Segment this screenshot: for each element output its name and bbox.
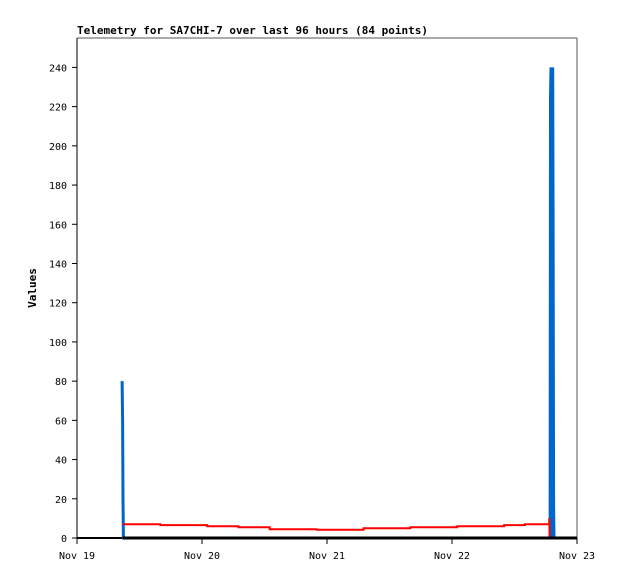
y-axis: 0 20 40 60 80 100 120 140 160 180 200 220 240 [49,63,77,545]
series-line-0 [120,67,556,540]
y-tick-label: 0 [61,534,67,545]
x-axis: Nov 19 Nov 20 Nov 21 Nov 22 Nov 23 [59,538,595,562]
y-tick-label: 20 [55,495,67,506]
plot-frame [76,37,578,539]
y-tick-label: 200 [49,142,67,153]
y-tick-label: 220 [49,103,67,114]
y-tick-label: 60 [55,416,67,427]
x-tick-label: Nov 21 [309,551,345,562]
series-line-1 [122,518,551,539]
series-layer [120,67,577,540]
y-tick-label: 40 [55,456,67,467]
y-tick-label: 120 [49,299,67,310]
x-tick-label: Nov 19 [59,551,95,562]
y-tick-label: 80 [55,377,67,388]
y-tick-label: 240 [49,63,67,74]
y-axis-label: Values [26,268,39,308]
y-tick-label: 160 [49,220,67,231]
chart-title: Telemetry for SA7CHI-7 over last 96 hour… [77,24,428,37]
y-tick-label: 100 [49,338,67,349]
x-tick-label: Nov 20 [184,551,220,562]
y-tick-label: 180 [49,181,67,192]
x-tick-label: Nov 22 [434,551,470,562]
y-tick-label: 140 [49,259,67,270]
x-tick-label: Nov 23 [559,551,595,562]
